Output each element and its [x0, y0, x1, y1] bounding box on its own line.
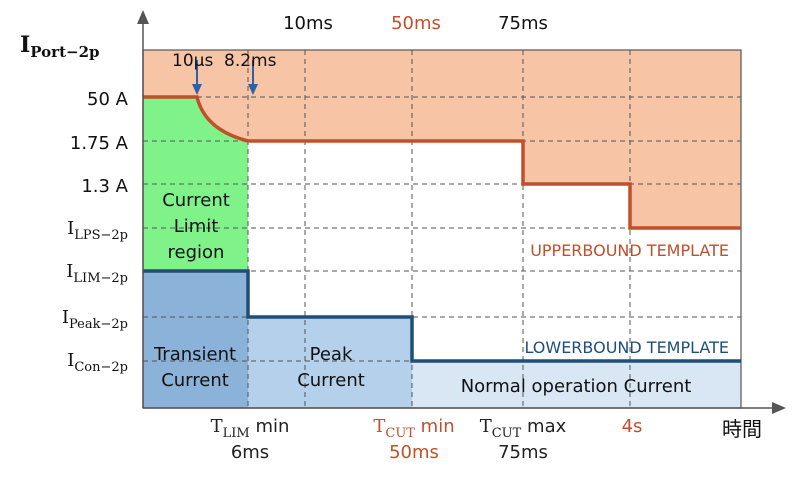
top-label-75ms: 75ms	[498, 13, 548, 34]
current-limit-label: Current Limit region	[162, 190, 230, 263]
peak-line-1: Peak	[310, 344, 353, 365]
bottom-label-4s: 4s	[622, 416, 643, 437]
top-label-50ms: 50ms	[391, 13, 441, 34]
axes	[142, 22, 774, 409]
top-label-10ms: 10ms	[283, 13, 333, 34]
bottom-label-tcut-min: TCUT min	[373, 416, 454, 441]
current-limit-line-1: Current	[162, 190, 230, 211]
peak-label: Peak Current	[297, 344, 365, 391]
transient-line-2: Current	[161, 370, 229, 391]
lowerbound-line	[143, 269, 741, 363]
bottom-label-tcut-max: TCUT max	[480, 416, 567, 441]
y-label-ilps: ILPS−2p	[67, 218, 128, 243]
bottom-value-6ms: 6ms	[231, 442, 269, 463]
bottom-value-75ms: 75ms	[498, 442, 548, 463]
annotation-8-2ms: 8.2ms	[224, 51, 277, 71]
bottom-value-50ms: 50ms	[389, 442, 439, 463]
transient-label: Transient Current	[153, 344, 236, 391]
transient-current-fill	[143, 271, 248, 408]
peak-line-2: Current	[297, 370, 365, 391]
x-axis-arrow	[772, 402, 786, 414]
y-label-1-75a: 1.75 A	[70, 133, 129, 154]
x-axis-title: 時間	[722, 417, 762, 441]
upperbound-line	[143, 95, 741, 230]
lowerbound-label: LOWERBOUND TEMPLATE	[524, 338, 729, 357]
y-label-50a: 50 A	[87, 89, 129, 110]
normal-current-fill	[412, 361, 741, 408]
y-axis-title-sub: Port−2p	[30, 43, 99, 61]
y-axis-title: IPort−2p	[20, 32, 100, 61]
normal-label: Normal operation Current	[461, 376, 692, 397]
peak-current-fill	[248, 317, 412, 408]
y-axis-arrow	[137, 10, 149, 24]
bottom-label-tlim: TLIM min	[211, 416, 290, 441]
current-limit-line-2: Limit	[174, 216, 219, 237]
upperbound-label: UPPERBOUND TEMPLATE	[530, 241, 729, 260]
transient-line-1: Transient	[153, 344, 236, 365]
y-label-icon: ICon−2p	[67, 350, 128, 375]
marker-arrows	[192, 60, 258, 95]
current-limit-fill	[143, 97, 248, 271]
y-label-1-3a: 1.3 A	[81, 176, 128, 197]
current-limit-line-3: region	[168, 242, 225, 263]
y-label-ipeak: IPeak−2p	[62, 307, 128, 332]
y-level-labels: 50 A 1.75 A 1.3 A ILPS−2p ILIM−2p IPeak−…	[62, 89, 129, 375]
annotation-10us: 10μs	[172, 51, 213, 71]
y-label-ilim: ILIM−2p	[66, 261, 128, 286]
